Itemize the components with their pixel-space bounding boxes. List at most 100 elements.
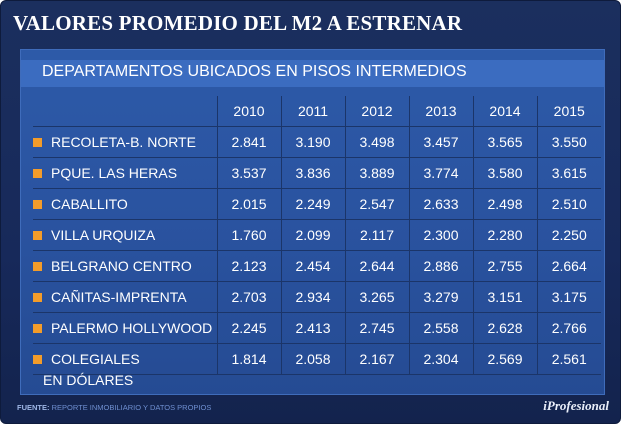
price-cell: 2.633: [408, 188, 473, 220]
price-cell: 2.561: [536, 343, 601, 375]
price-cell: 2.300: [408, 219, 473, 251]
price-cell: 2.934: [280, 281, 345, 313]
price-cell: 3.498: [344, 126, 409, 158]
price-cell: 3.190: [280, 126, 345, 158]
orange-square-icon: [33, 137, 42, 147]
price-cell: 2.755: [472, 250, 537, 282]
price-cell: 2.510: [536, 188, 601, 220]
corner-cell: [33, 96, 217, 127]
price-cell: 1.814: [216, 343, 281, 375]
price-cell: 2.413: [280, 312, 345, 344]
price-cell: 2.628: [472, 312, 537, 344]
table-row: CABALLITO 2.015 2.249 2.547 2.633 2.498 2.510: [33, 188, 601, 220]
price-cell: 3.457: [408, 126, 473, 158]
price-cell: 2.167: [344, 343, 409, 375]
price-cell: 2.886: [408, 250, 473, 282]
neighborhood-cell: PALERMO HOLLYWOOD: [33, 312, 217, 344]
year-header: 2010: [216, 96, 281, 127]
price-cell: 3.151: [472, 281, 537, 313]
price-cell: 2.015: [216, 188, 281, 220]
year-header: 2015: [536, 96, 601, 127]
source-note: FUENTE: REPORTE INMOBILIARIO Y DATOS PRO…: [17, 403, 211, 412]
orange-square-icon: [33, 168, 42, 178]
neighborhood-name: CAÑITAS-IMPRENTA: [51, 289, 187, 305]
orange-square-icon: [33, 292, 42, 302]
header-row: 2010 2011 2012 2013 2014 2015: [33, 96, 601, 127]
price-cell: 2.123: [216, 250, 281, 282]
table-row: BELGRANO CENTRO 2.123 2.454 2.644 2.886 2.755…: [33, 250, 601, 282]
price-cell: 2.569: [472, 343, 537, 375]
brand-logo: iProfesional: [543, 398, 609, 413]
price-cell: 2.058: [280, 343, 345, 375]
orange-square-icon: [33, 261, 42, 271]
price-cell: 2.766: [536, 312, 601, 344]
year-header: 2014: [472, 96, 537, 127]
price-cell: 3.265: [344, 281, 409, 313]
price-cell: 2.245: [216, 312, 281, 344]
year-header: 2013: [408, 96, 473, 127]
table-row: PALERMO HOLLYWOOD 2.245 2.413 2.745 2.558 2.6…: [33, 312, 601, 344]
price-cell: 2.280: [472, 219, 537, 251]
year-header: 2011: [280, 96, 345, 127]
price-cell: 3.279: [408, 281, 473, 313]
price-cell: 2.249: [280, 188, 345, 220]
price-cell: 3.615: [536, 157, 601, 189]
neighborhood-cell: COLEGIALES: [33, 343, 217, 375]
price-cell: 3.175: [536, 281, 601, 313]
price-cell: 2.558: [408, 312, 473, 344]
neighborhood-cell: CABALLITO: [33, 188, 217, 220]
neighborhood-name: VILLA URQUIZA: [51, 227, 156, 243]
price-cell: 3.836: [280, 157, 345, 189]
source-text: REPORTE INMOBILIARIO Y DATOS PROPIOS: [51, 403, 212, 412]
table-panel: DEPARTAMENTOS UBICADOS EN PISOS INTERMED…: [20, 49, 605, 395]
orange-square-icon: [33, 354, 42, 364]
neighborhood-name: CABALLITO: [51, 196, 128, 212]
orange-square-icon: [33, 230, 42, 240]
neighborhood-name: BELGRANO CENTRO: [51, 258, 192, 274]
table-row: COLEGIALES 1.814 2.058 2.167 2.304 2.569 2.561: [33, 343, 601, 375]
neighborhood-cell: PQUE. LAS HERAS: [33, 157, 217, 189]
table-body: RECOLETA-B. NORTE 2.841 3.190 3.498 3.457 3.5…: [33, 126, 601, 375]
price-cell: 2.117: [344, 219, 409, 251]
price-cell: 3.774: [408, 157, 473, 189]
neighborhood-cell: VILLA URQUIZA: [33, 219, 217, 251]
neighborhood-cell: CAÑITAS-IMPRENTA: [33, 281, 217, 313]
price-cell: 2.664: [536, 250, 601, 282]
price-cell: 3.537: [216, 157, 281, 189]
price-cell: 2.644: [344, 250, 409, 282]
neighborhood-name: COLEGIALES: [51, 351, 140, 367]
price-cell: 3.580: [472, 157, 537, 189]
table-row: PQUE. LAS HERAS 3.537 3.836 3.889 3.774 3.580…: [33, 157, 601, 189]
price-cell: 2.454: [280, 250, 345, 282]
table-subtitle: DEPARTAMENTOS UBICADOS EN PISOS INTERMED…: [42, 63, 467, 80]
price-table: 2010 2011 2012 2013 2014 2015 RECOLETA-B. NOR…: [33, 96, 601, 375]
main-title: VALORES PROMEDIO DEL M2 A ESTRENAR: [13, 11, 463, 35]
table-row: CAÑITAS-IMPRENTA 2.703 2.934 3.265 3.279 3.15…: [33, 281, 601, 313]
year-header: 2012: [344, 96, 409, 127]
price-cell: 2.547: [344, 188, 409, 220]
orange-square-icon: [33, 199, 42, 209]
neighborhood-name: PALERMO HOLLYWOOD: [51, 320, 213, 336]
neighborhood-name: PQUE. LAS HERAS: [51, 165, 178, 181]
subtitle-band: DEPARTAMENTOS UBICADOS EN PISOS INTERMED…: [21, 60, 604, 87]
neighborhood-cell: BELGRANO CENTRO: [33, 250, 217, 282]
orange-square-icon: [33, 323, 42, 333]
price-cell: 2.250: [536, 219, 601, 251]
price-cell: 3.889: [344, 157, 409, 189]
price-cell: 2.498: [472, 188, 537, 220]
price-cell: 2.703: [216, 281, 281, 313]
price-cell: 2.304: [408, 343, 473, 375]
table-row: VILLA URQUIZA 1.760 2.099 2.117 2.300 2.280 2.…: [33, 219, 601, 251]
price-cell: 2.745: [344, 312, 409, 344]
price-cell: 2.841: [216, 126, 281, 158]
neighborhood-cell: RECOLETA-B. NORTE: [33, 126, 217, 158]
table-row: RECOLETA-B. NORTE 2.841 3.190 3.498 3.457 3.5…: [33, 126, 601, 158]
price-cell: 3.565: [472, 126, 537, 158]
price-cell: 1.760: [216, 219, 281, 251]
currency-note: EN DÓLARES: [43, 372, 134, 388]
price-cell: 3.550: [536, 126, 601, 158]
source-label: FUENTE:: [17, 403, 50, 412]
neighborhood-name: RECOLETA-B. NORTE: [51, 134, 196, 150]
price-cell: 2.099: [280, 219, 345, 251]
